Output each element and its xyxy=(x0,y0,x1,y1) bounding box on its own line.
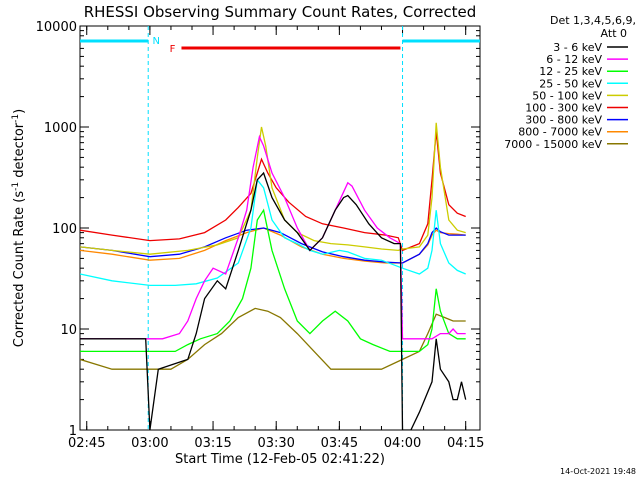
y-tick-label: 10000 xyxy=(36,20,77,35)
y-axis-label: Corrected Count Rate (s-1 detector-1) xyxy=(11,109,27,347)
y-axis-label-part: ) xyxy=(12,109,27,114)
y-tick-label: 1 xyxy=(69,424,77,439)
legend-entry-label: 12 - 25 keV xyxy=(539,65,602,78)
legend-entry-label: 800 - 7000 keV xyxy=(518,126,602,139)
y-tick-label: 10 xyxy=(60,323,77,338)
legend-entry-label: 100 - 300 keV xyxy=(525,102,602,115)
legend-entry-label: 3 - 6 keV xyxy=(553,41,602,54)
x-tick-label: 03:45 xyxy=(321,436,358,451)
flare-label: F xyxy=(170,44,176,55)
x-tick-label: 03:00 xyxy=(131,436,168,451)
legend-entry-label: 7000 - 15000 keV xyxy=(504,138,602,151)
y-axis-label-part: Corrected Count Rate (s xyxy=(12,191,27,348)
series-line-6-12-kev xyxy=(80,134,466,340)
chart-title: RHESSI Observing Summary Count Rates, Co… xyxy=(84,3,477,21)
x-tick-label: 04:15 xyxy=(447,436,484,451)
series-line-800-7000-kev xyxy=(80,227,466,264)
series-line-12-25-kev xyxy=(80,208,466,353)
legend-entry-label: 300 - 800 keV xyxy=(525,114,602,127)
legend-entry-label: 50 - 100 keV xyxy=(532,89,602,102)
x-tick-label: 02:45 xyxy=(68,436,105,451)
y-tick-label: 100 xyxy=(52,222,77,237)
x-tick-label: 03:30 xyxy=(257,436,294,451)
series-line-25-50-kev xyxy=(80,178,466,287)
x-axis-label: Start Time (12-Feb-05 02:41:22) xyxy=(175,452,385,467)
y-axis-label-part: detector xyxy=(12,122,27,182)
y-axis-label-part: -1 xyxy=(11,114,21,123)
series-line-7000-15000-kev xyxy=(80,307,466,370)
legend-header: Att 0 xyxy=(601,27,627,40)
generated-timestamp: 14-Oct-2021 19:48 xyxy=(560,467,636,476)
y-tick-label: 1000 xyxy=(44,121,77,136)
x-tick-label: 03:15 xyxy=(194,436,231,451)
legend-header: Det 1,3,4,5,6,9, xyxy=(550,14,636,27)
night-label: N xyxy=(152,36,159,47)
series-line-3-6-kev xyxy=(80,171,467,430)
legend-entry-label: 6 - 12 keV xyxy=(546,53,602,66)
legend-entry-label: 25 - 50 keV xyxy=(539,77,602,90)
y-axis-label-part: -1 xyxy=(11,182,21,191)
x-tick-label: 04:00 xyxy=(384,436,421,451)
series-line-50-100-kev xyxy=(80,122,466,255)
